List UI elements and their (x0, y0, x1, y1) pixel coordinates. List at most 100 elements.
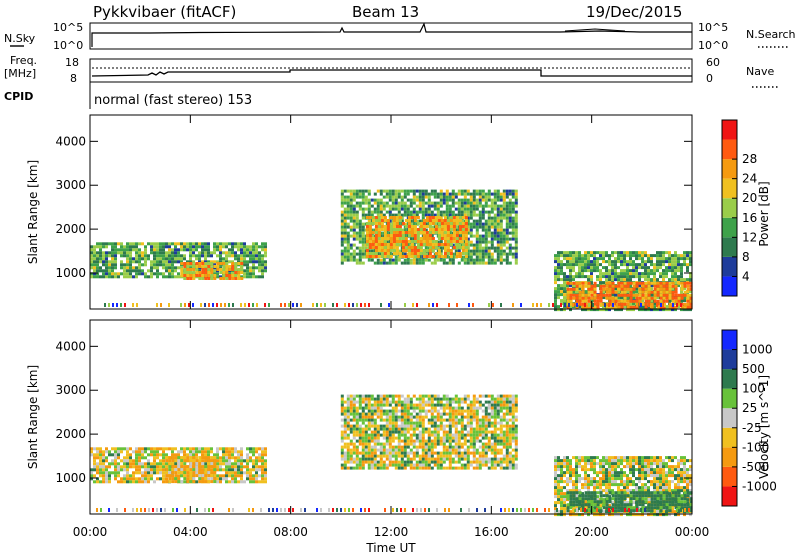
heatmap-cell (505, 261, 509, 265)
heatmap-cell (674, 257, 677, 261)
heatmap-cell (198, 477, 202, 481)
heatmap-cell (343, 463, 347, 467)
heatmap-cell (448, 436, 452, 440)
heatmap-cell (394, 430, 398, 434)
heatmap-cell (246, 474, 249, 478)
heatmap-cell (385, 451, 389, 455)
heatmap-cell (192, 477, 196, 481)
heatmap-cell (141, 462, 144, 466)
heatmap-cell (623, 254, 626, 258)
heatmap-cell (439, 201, 443, 205)
heatmap-cell (463, 201, 467, 205)
heatmap-cell (352, 249, 356, 253)
heatmap-cell (415, 219, 419, 223)
heatmap-cell (177, 272, 180, 276)
heatmap-cell (153, 260, 156, 264)
heatmap-cell (135, 251, 138, 255)
heatmap-cell (352, 460, 356, 464)
heatmap-cell (442, 427, 446, 431)
heatmap-cell (365, 240, 369, 243)
heatmap-cell (400, 204, 404, 208)
heatmap-cell (343, 424, 347, 428)
heatmap-cell (391, 258, 395, 262)
heatmap-cell (355, 457, 359, 461)
heatmap-cell (566, 251, 569, 255)
heatmap-cell (195, 450, 198, 454)
heatmap-cell (255, 251, 258, 255)
heatmap-cell (514, 261, 518, 265)
heatmap-cell (505, 255, 509, 259)
heatmap-cell (343, 234, 347, 238)
heatmap-cell (605, 278, 608, 282)
heatmap-cell (171, 242, 174, 246)
heatmap-cell (234, 242, 237, 246)
heatmap-cell (177, 453, 180, 457)
heatmap-cell (616, 303, 618, 307)
heatmap-cell (367, 418, 371, 422)
heatmap-cell (168, 468, 172, 472)
heatmap-cell (560, 260, 563, 264)
heatmap-cell (499, 192, 503, 196)
heatmap-cell (430, 439, 434, 443)
heatmap-cell (219, 459, 222, 463)
heatmap-cell (635, 272, 638, 276)
heatmap-cell (138, 465, 141, 469)
heatmap-cell (626, 260, 629, 264)
heatmap-cell (394, 445, 398, 449)
heatmap-cell (452, 246, 456, 249)
heatmap-cell (436, 412, 440, 416)
heatmap-cell (208, 303, 210, 307)
heatmap-cell (421, 261, 425, 265)
heatmap-cell (231, 254, 234, 258)
heatmap-cell (400, 261, 404, 265)
heatmap-cell (439, 189, 443, 193)
heatmap-cell (434, 216, 438, 219)
heatmap-cell (383, 234, 387, 237)
heatmap-cell (340, 237, 344, 241)
heatmap-cell (674, 296, 678, 300)
heatmap-cell (388, 195, 392, 199)
heatmap-cell (102, 453, 105, 457)
heatmap-cell (487, 198, 491, 202)
nave-tick-top: 60 (706, 56, 720, 69)
heatmap-cell (419, 246, 423, 249)
heatmap-cell (421, 213, 425, 217)
heatmap-cell (201, 465, 205, 469)
heatmap-cell (349, 210, 353, 214)
heatmap-cell (466, 240, 470, 244)
heatmap-cell (246, 447, 249, 451)
heatmap-cell (99, 480, 102, 484)
heatmap-cell (204, 262, 208, 265)
heatmap-cell (258, 275, 261, 279)
heatmap-cell (141, 465, 144, 469)
heatmap-cell (135, 459, 138, 463)
heatmap-cell (448, 427, 452, 431)
heatmap-cell (361, 394, 365, 398)
heatmap-cell (216, 474, 219, 478)
heatmap-cell (578, 269, 581, 273)
heatmap-cell (563, 296, 566, 300)
heatmap-cell (186, 474, 190, 478)
heatmap-cell (413, 237, 417, 240)
heatmap-cell (114, 477, 117, 481)
heatmap-cell (446, 234, 450, 237)
heatmap-cell (557, 305, 560, 309)
heatmap-cell (198, 271, 202, 274)
heatmap-cell (400, 201, 404, 205)
heatmap-cell (397, 189, 401, 193)
heatmap-cell (349, 457, 353, 461)
heatmap-cell (382, 442, 386, 446)
heatmap-cell (445, 213, 449, 217)
heatmap-cell (201, 450, 204, 454)
heatmap-cell (409, 222, 413, 226)
heatmap-cell (554, 302, 557, 306)
heatmap-cell (183, 242, 186, 246)
heatmap-cell (641, 281, 645, 285)
heatmap-cell (418, 463, 422, 467)
date-label: 19/Dec/2015 (586, 3, 682, 21)
heatmap-cell (400, 454, 404, 458)
heatmap-cell (674, 278, 677, 282)
heatmap-cell (656, 251, 659, 255)
heatmap-cell (557, 278, 560, 282)
heatmap-cell (448, 412, 452, 416)
